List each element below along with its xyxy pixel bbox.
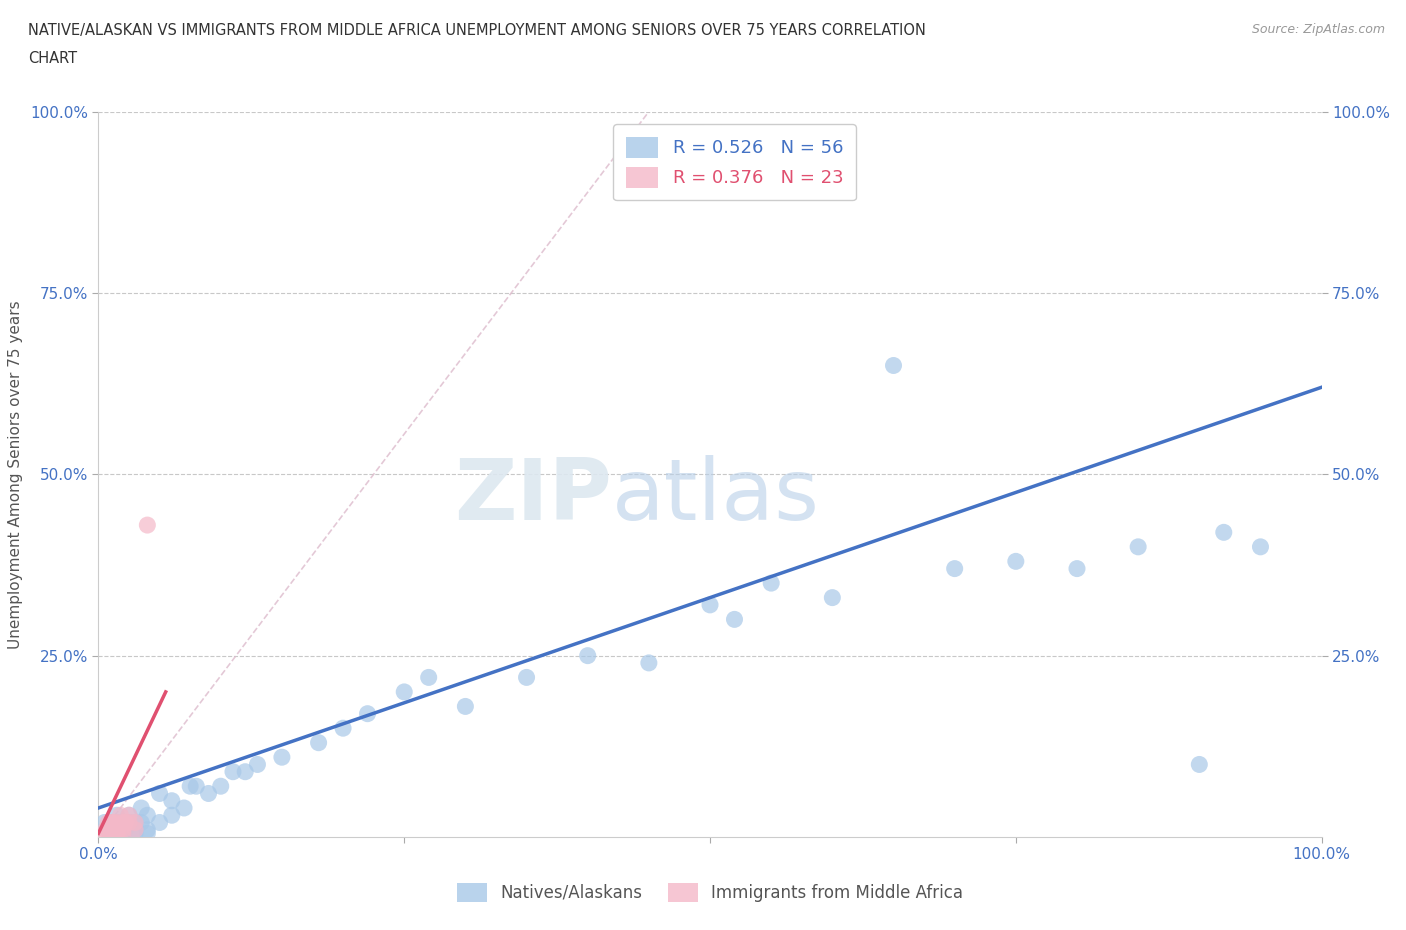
Text: atlas: atlas [612,455,820,538]
Point [124,826,146,841]
Point [149,815,172,830]
Point [111,826,134,841]
Point [129,815,152,830]
Point [105,815,128,830]
Point [136,808,159,823]
Point [105,826,128,841]
Point [105,815,128,830]
Point [111,826,134,841]
Point [136,826,159,841]
Point [97,822,120,837]
Point [723,612,745,627]
Point [110,822,132,837]
Point [124,822,146,837]
Point [94,822,117,837]
Point [1249,539,1271,554]
Point [136,518,159,533]
Point [93,815,115,830]
Point [454,699,477,714]
Point [149,786,172,801]
Point [160,793,183,808]
Point [101,826,124,841]
Point [100,815,122,830]
Point [761,576,783,591]
Point [111,815,134,830]
Point [97,815,120,830]
Point [111,822,134,837]
Point [186,778,208,793]
Point [93,826,115,841]
Point [118,815,141,830]
Legend: Natives/Alaskans, Immigrants from Middle Africa: Natives/Alaskans, Immigrants from Middle… [450,876,970,909]
Text: Source: ZipAtlas.com: Source: ZipAtlas.com [1251,23,1385,36]
Point [118,815,141,830]
Point [699,597,721,612]
Point [246,757,269,772]
Point [638,656,661,671]
Text: NATIVE/ALASKAN VS IMMIGRANTS FROM MIDDLE AFRICA UNEMPLOYMENT AMONG SENIORS OVER : NATIVE/ALASKAN VS IMMIGRANTS FROM MIDDLE… [28,23,927,38]
Text: ZIP: ZIP [454,455,612,538]
Point [97,826,120,841]
Y-axis label: Unemployment Among Seniors over 75 years: Unemployment Among Seniors over 75 years [8,300,22,648]
Point [1128,539,1150,554]
Point [332,721,354,736]
Point [883,358,905,373]
Point [118,808,141,823]
Point [392,684,416,699]
Text: CHART: CHART [28,51,77,66]
Point [105,808,128,823]
Point [105,826,128,841]
Point [308,736,330,751]
Point [821,591,844,605]
Point [209,778,232,793]
Point [160,808,183,823]
Point [101,815,124,830]
Point [515,670,537,684]
Point [100,826,122,841]
Point [105,822,128,837]
Point [124,815,146,830]
Point [943,561,966,576]
Point [100,826,122,841]
Point [124,822,146,837]
Point [110,808,132,823]
Point [418,670,440,684]
Point [179,778,201,793]
Point [111,815,134,830]
Point [222,764,245,779]
Point [100,822,122,837]
Point [1066,561,1088,576]
Point [124,815,146,830]
Point [100,815,122,830]
Point [110,822,132,837]
Point [197,786,219,801]
Point [1212,525,1234,539]
Point [118,808,141,823]
Point [1004,554,1026,569]
Point [576,648,599,663]
Point [136,822,159,837]
Point [114,815,136,830]
Point [129,801,152,816]
Point [233,764,256,779]
Point [114,822,136,837]
Point [356,706,378,721]
Point [1188,757,1211,772]
Point [173,801,195,816]
Point [270,750,294,764]
Point [101,822,124,837]
